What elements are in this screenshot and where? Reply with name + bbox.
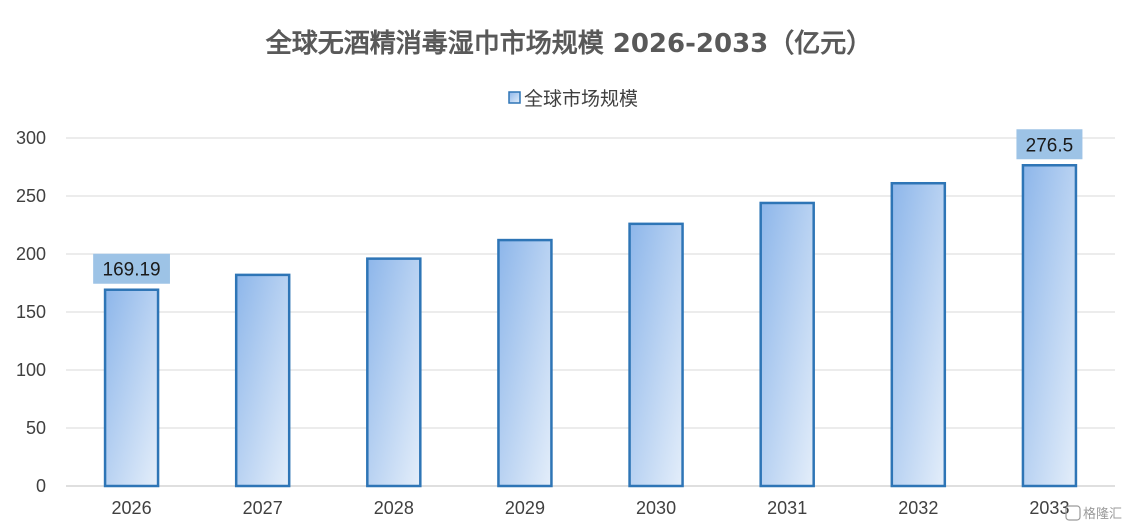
y-tick-label: 250 <box>16 186 46 206</box>
bar-2030 <box>628 222 684 488</box>
bar-2026 <box>103 288 160 488</box>
x-tick-label: 2032 <box>898 498 938 518</box>
bar-2028 <box>366 257 422 488</box>
watermark: 格隆汇 <box>1065 505 1122 522</box>
watermark-logo-icon <box>1065 505 1081 521</box>
y-tick-label: 0 <box>36 476 46 496</box>
x-tick-label: 2026 <box>112 498 152 518</box>
x-tick-label: 2030 <box>636 498 676 518</box>
bar-2027 <box>234 273 291 488</box>
gridlines <box>66 137 1115 487</box>
data-label-text: 276.5 <box>1026 135 1074 156</box>
x-axis-ticks: 2026 2027 2028 2029 2030 2031 2032 2033 <box>112 498 1070 518</box>
data-label-2033: 276.5 <box>1016 129 1083 160</box>
bar-2031 <box>759 201 815 488</box>
x-tick-label: 2027 <box>243 498 283 518</box>
y-tick-label: 200 <box>16 244 46 264</box>
y-axis-ticks: 0 50 100 150 200 250 300 <box>16 128 46 496</box>
data-label-text: 169.19 <box>103 260 161 281</box>
bar-2032 <box>890 181 947 488</box>
y-tick-label: 150 <box>16 302 46 322</box>
x-tick-label: 2033 <box>1029 498 1069 518</box>
legend-label: 全球市场规模 <box>524 88 638 110</box>
watermark-text: 格隆汇 <box>1083 506 1122 522</box>
x-tick-label: 2029 <box>505 498 545 518</box>
legend-swatch <box>508 91 521 104</box>
bar-2029 <box>497 238 553 488</box>
y-tick-label: 300 <box>16 128 46 148</box>
data-label-box <box>93 253 170 284</box>
x-tick-label: 2028 <box>374 498 414 518</box>
data-labels: 169.19 276.5 <box>93 129 1083 284</box>
y-tick-label: 100 <box>16 360 46 380</box>
bars <box>103 164 1078 488</box>
legend: 全球市场规模 <box>508 88 638 110</box>
x-tick-label: 2031 <box>767 498 807 518</box>
chart-title: 全球无酒精消毒湿巾市场规模 2026-2033（亿元） <box>265 28 873 59</box>
y-tick-label: 50 <box>26 418 46 438</box>
bar-2033 <box>1021 164 1078 488</box>
data-label-box <box>1016 129 1083 160</box>
data-label-2026: 169.19 <box>93 253 170 284</box>
